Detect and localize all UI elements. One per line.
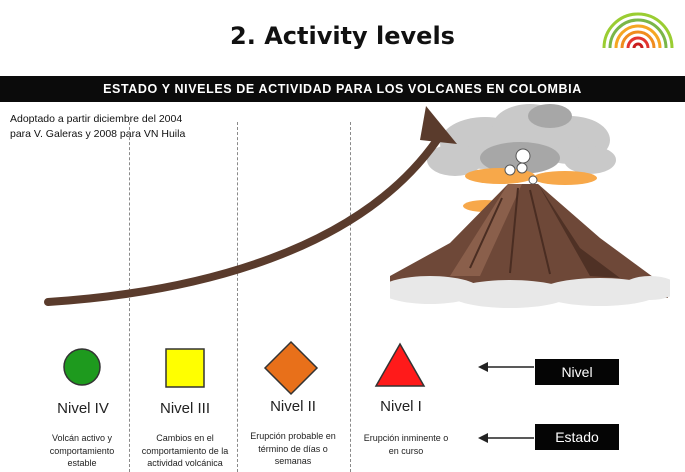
level-ii-label: Nivel II (270, 398, 316, 415)
level-iv-desc-line: Volcán activo y (51, 433, 113, 443)
curved-arrow-icon (44, 106, 457, 306)
adoption-note: Adoptado a partir diciembre del 2004 par… (10, 112, 185, 142)
note-line-2: para V. Galeras y 2008 para VN Huila (10, 128, 186, 140)
level-ii-desc-line: término de días o (258, 443, 328, 454)
level-iv-description: Volcán activo y comportamiento estable (28, 432, 136, 470)
note-line-1: Adoptado a partir diciembre del 2004 (10, 113, 183, 125)
logo-spiral-icon (602, 12, 674, 49)
level-iii-description: Cambios en el comportamiento de la activ… (131, 432, 239, 470)
level-iv-desc-line: estable (67, 458, 97, 468)
level-iii-desc-line: comportamiento de la (141, 445, 229, 456)
volcano-illustration (390, 104, 670, 308)
level-iv-desc-line: comportamiento (49, 445, 115, 456)
level-i-triangle-icon (374, 342, 426, 387)
level-iii-desc-line: Cambios en el (156, 433, 214, 443)
estado-legend-box: Estado (535, 424, 619, 450)
banner-text: ESTADO Y NIVELES DE ACTIVIDAD PARA LOS V… (103, 82, 582, 96)
level-i-desc-line: en curso (388, 445, 424, 456)
estado-legend-text: Estado (555, 429, 599, 445)
nivel-legend-box: Nivel (535, 359, 619, 385)
level-ii-desc-line: semanas (274, 456, 312, 466)
level-i-description: Erupción inminente o en curso (352, 432, 460, 457)
left-arrow-icon (478, 433, 534, 443)
divider-3 (350, 122, 351, 472)
divider-2 (237, 122, 238, 472)
level-iii-desc-line: actividad volcánica (147, 458, 223, 468)
level-ii-description: Erupción probable en término de días o s… (239, 430, 347, 468)
title-banner: ESTADO Y NIVELES DE ACTIVIDAD PARA LOS V… (0, 76, 685, 102)
level-ii-diamond-icon (263, 340, 319, 396)
left-arrow-icon (478, 362, 534, 372)
level-iv-circle-icon (63, 348, 101, 386)
level-i-desc-line: Erupción inminente o (363, 433, 449, 443)
nivel-legend-text: Nivel (561, 364, 593, 380)
slide-title: 2. Activity levels (230, 22, 455, 50)
level-iii-square-icon (165, 348, 205, 388)
level-iii-label: Nivel III (159, 400, 210, 417)
level-iv-label: Nivel IV (57, 400, 109, 417)
level-i-label: Nivel I (380, 398, 422, 415)
level-ii-desc-line: Erupción probable en (250, 431, 336, 441)
